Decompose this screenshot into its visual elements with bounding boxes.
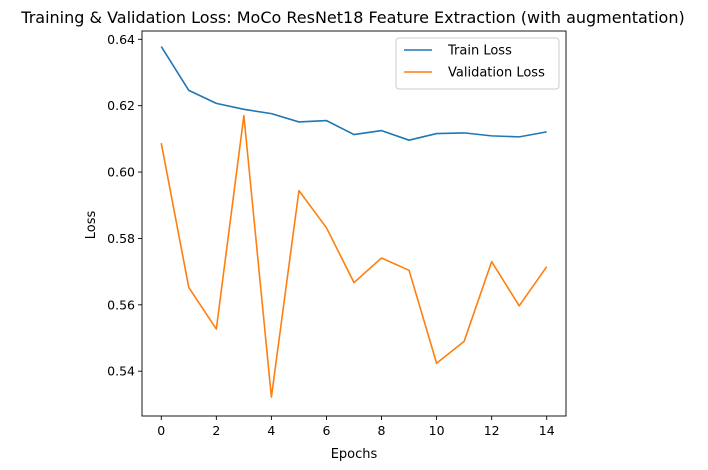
series-line-validation-loss [160,114,548,398]
series-line-train-loss [160,46,547,141]
y-tick-label: 0.56 [107,297,135,312]
y-tick-label: 0.64 [107,32,135,47]
y-tick-label: 0.60 [107,165,135,180]
x-tick-label: 6 [322,423,330,438]
chart-title: Training & Validation Loss: MoCo ResNet1… [20,8,684,27]
x-tick-label: 8 [378,423,386,438]
x-tick-label: 0 [157,423,165,438]
legend-box [395,37,560,90]
legend: Train Loss Validation Loss [395,37,560,90]
x-axis-label: Epochs [331,447,378,462]
x-tick-label: 12 [484,423,500,438]
y-axis-label: Loss [84,211,99,240]
x-tick-label: 14 [539,423,555,438]
legend-entry: Validation Loss [448,66,545,81]
y-tick-label: 0.62 [107,98,135,113]
legend-entry: Train Loss [447,44,512,59]
x-tick-label: 2 [212,423,220,438]
plot-area [141,30,567,417]
x-tick-label: 4 [267,423,275,438]
series-lines [160,46,548,398]
y-tick-label: 0.54 [107,364,135,379]
x-tick-label: 10 [429,423,445,438]
y-tick-label: 0.58 [107,231,135,246]
axis-ticks: 0 2 4 6 8 10 12 14 0.54 0.56 0.58 0.60 0.62 0.64 [107,32,555,438]
plot-frame [141,30,567,417]
